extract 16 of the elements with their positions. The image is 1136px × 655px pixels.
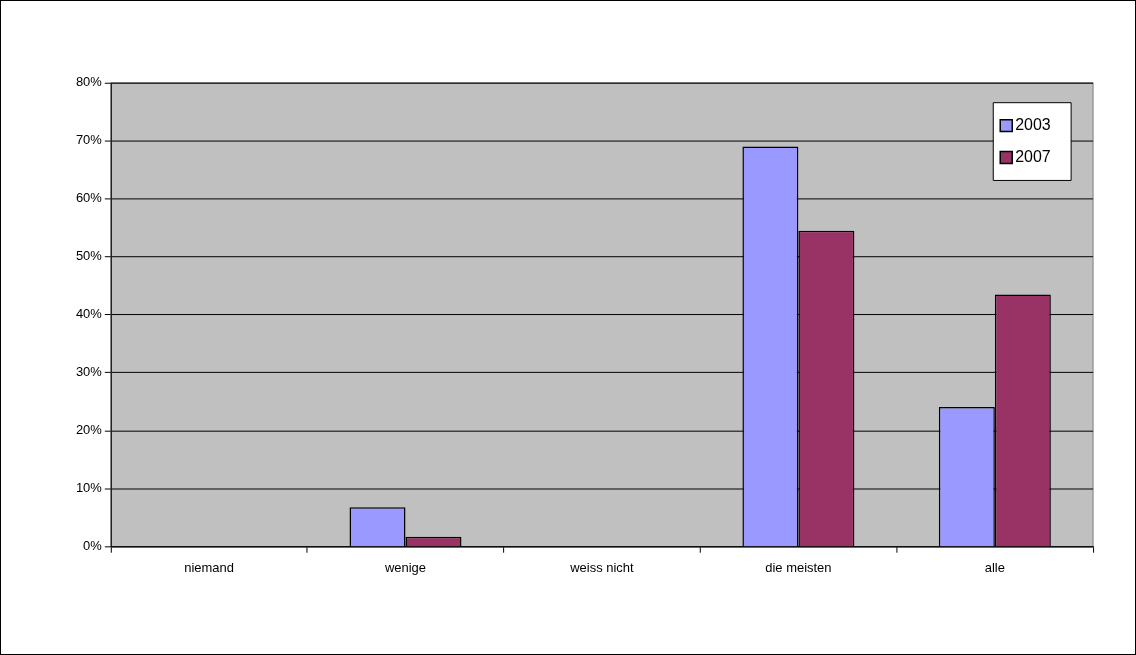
x-tick-label: wenige xyxy=(383,560,427,576)
y-tick-label: 0% xyxy=(83,538,103,554)
y-tick-label: 60% xyxy=(75,190,103,206)
y-tick-label: 80% xyxy=(75,74,103,90)
x-tick-label: die meisten xyxy=(765,560,832,576)
y-tick-label: 30% xyxy=(75,364,103,380)
x-tick-label: alle xyxy=(984,560,1005,576)
y-tick-label: 50% xyxy=(75,248,103,264)
legend-label: 2003 xyxy=(1015,116,1051,134)
y-tick-label: 10% xyxy=(75,480,103,496)
x-tick-label: weiss nicht xyxy=(569,560,635,576)
x-tick-label: niemand xyxy=(184,560,234,576)
legend-label: 2007 xyxy=(1015,147,1051,165)
y-tick-label: 20% xyxy=(75,422,103,438)
y-tick-label: 70% xyxy=(75,132,103,148)
y-tick-label: 40% xyxy=(75,306,103,322)
